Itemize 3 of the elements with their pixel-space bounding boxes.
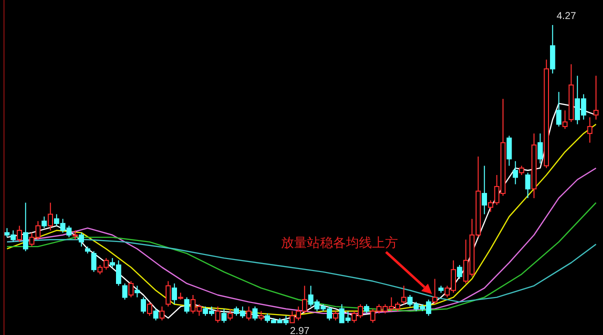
annotation: 4.27 [556,11,576,22]
annotation: 放量站稳各均线上方 [281,235,398,250]
annotation: 2.97 [290,326,310,335]
